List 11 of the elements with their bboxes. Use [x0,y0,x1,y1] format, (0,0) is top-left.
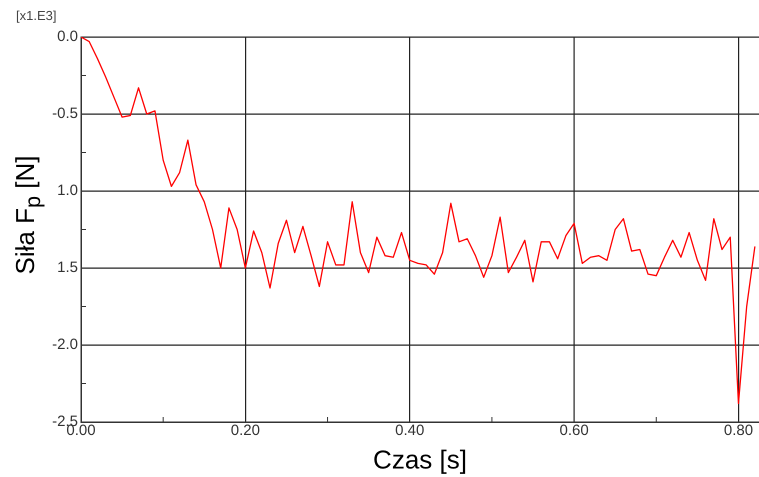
x-tick-label: 0.80 [724,422,754,440]
x-tick-label: 0.60 [559,422,589,440]
y-tick-label: 1.0 [57,182,78,200]
y-tick-label: 1.5 [57,259,78,276]
x-axis-title: Czas [s] [373,444,467,475]
y-tick-label: -0.5 [52,105,78,122]
x-tick-label: 0.20 [230,422,260,440]
y-tick-label: -2.0 [52,336,78,354]
x-tick-label: 0.40 [395,422,424,440]
y-tick-label: 0.0 [57,28,78,46]
text: [x1.E3] [16,8,56,23]
